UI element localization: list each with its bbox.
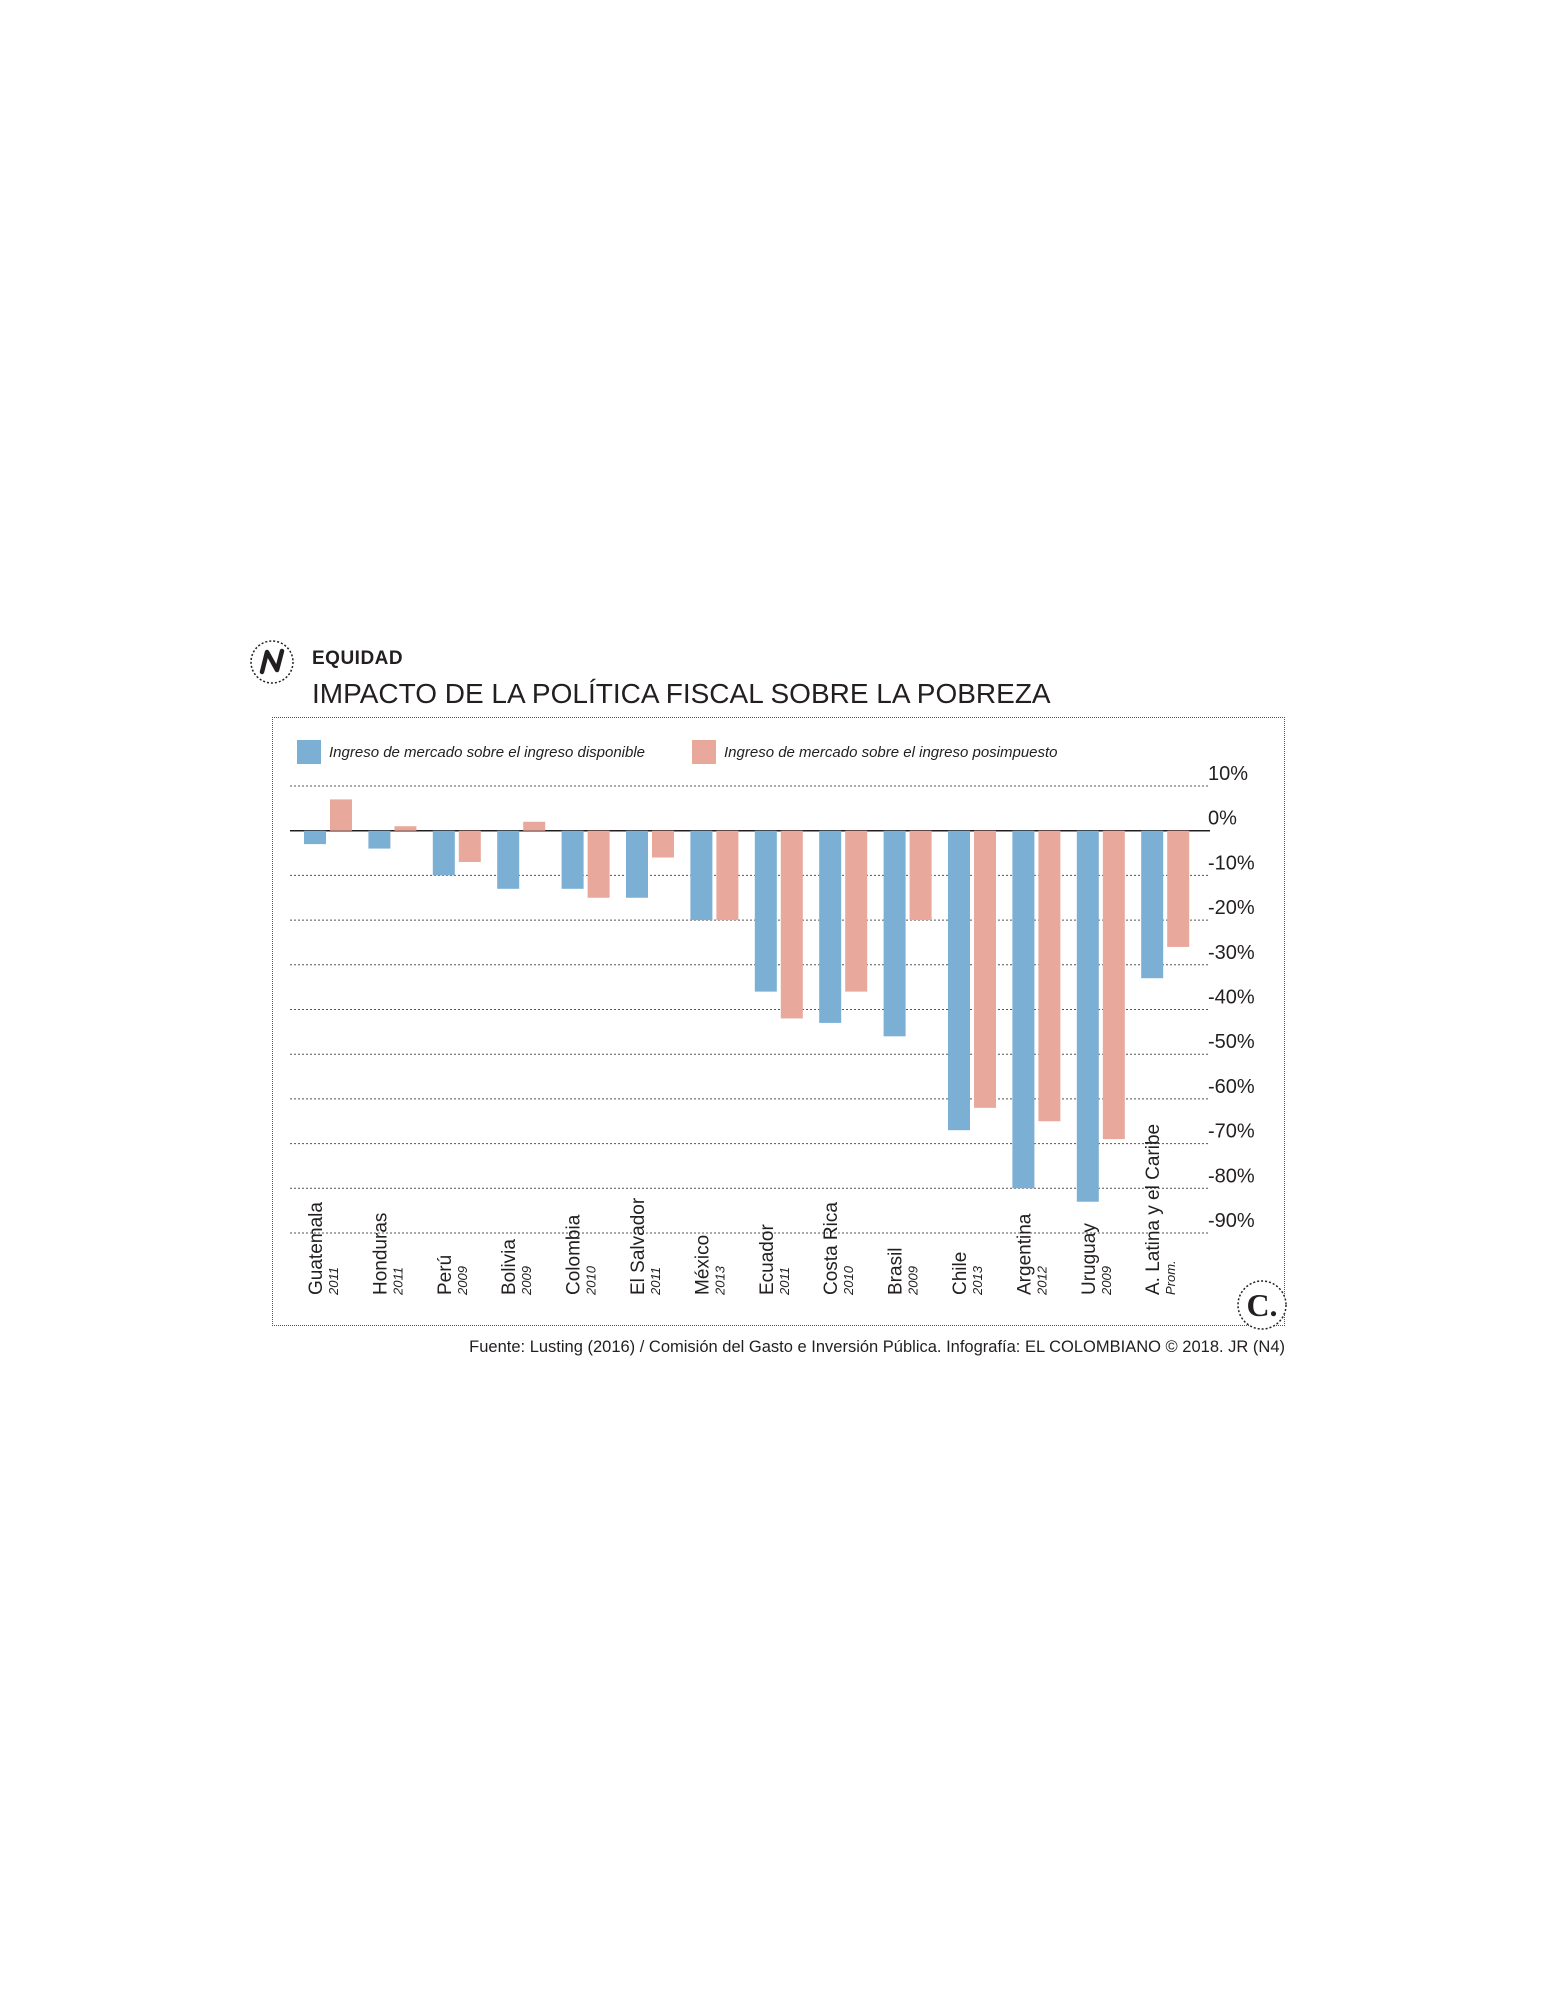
category-year-label: 2011 <box>390 1267 405 1296</box>
category-label: Guatemala <box>306 1202 327 1295</box>
bar <box>394 826 417 831</box>
category-label: Argentina <box>1014 1213 1035 1295</box>
bar <box>948 830 970 1131</box>
bar <box>780 830 803 1019</box>
bar <box>626 830 648 898</box>
bar <box>883 830 906 1037</box>
bar <box>974 830 996 1108</box>
category-year-label: 2011 <box>326 1267 341 1296</box>
bar <box>432 830 455 876</box>
category-year-label: 2011 <box>648 1267 663 1296</box>
bar <box>1141 830 1164 979</box>
chart-frame <box>272 717 1285 1326</box>
bar <box>587 830 610 898</box>
bar <box>1012 830 1035 1189</box>
y-tick-label: -40% <box>1208 987 1255 1009</box>
source-credit: Fuente: Lusting (2016) / Comisión del Ga… <box>469 1338 1285 1356</box>
y-tick-label: -60% <box>1208 1076 1255 1098</box>
bar <box>330 799 352 831</box>
y-tick-label: -30% <box>1208 942 1255 964</box>
category-label: Uruguay <box>1079 1223 1100 1295</box>
bar <box>690 830 713 921</box>
y-tick-label: -20% <box>1208 897 1255 919</box>
category-label: Ecuador <box>757 1224 778 1295</box>
category-year-label: 2013 <box>970 1265 985 1296</box>
svg-text:C.: C. <box>1246 1287 1277 1323</box>
category-label: Colombia <box>564 1214 585 1295</box>
category-year-label: 2010 <box>584 1265 599 1296</box>
legend-swatch <box>297 740 321 764</box>
grid-lines <box>290 785 1210 1234</box>
category-labels: Guatemala 2011 Honduras 2011 Perú 2009 Bolivia… <box>306 1124 1178 1296</box>
bar <box>304 830 326 845</box>
category-year-label: 2010 <box>841 1265 856 1296</box>
category-label: Brasil <box>886 1247 907 1295</box>
legend-swatch <box>692 740 716 764</box>
y-tick-label: 10% <box>1208 763 1248 785</box>
bar <box>1038 830 1061 1122</box>
y-tick-label: -70% <box>1208 1121 1255 1143</box>
y-tick-label: 0% <box>1208 808 1237 830</box>
bar <box>523 821 546 831</box>
bar <box>458 830 481 862</box>
n-logo-icon <box>250 640 294 684</box>
category-year-label: 2013 <box>712 1265 727 1296</box>
bar <box>1167 830 1190 947</box>
y-axis-ticks: 10% 0% -10% -20% -30% -40% -50% -60% -70% -80% -90… <box>1208 763 1255 1232</box>
category-year-label: 2011 <box>777 1267 792 1296</box>
category-label: A. Latina y el Caribe <box>1143 1124 1164 1295</box>
chart-title: IMPACTO DE LA POLÍTICA FISCAL SOBRE LA P… <box>312 678 1051 709</box>
legend-label: Ingreso de mercado sobre el ingreso disp… <box>329 744 645 761</box>
category-year-label: 2009 <box>455 1266 470 1296</box>
bar <box>819 830 842 1023</box>
bar <box>845 830 868 992</box>
category-year-label: 2012 <box>1034 1265 1049 1296</box>
category-label: Costa Rica <box>821 1202 842 1295</box>
category-label: Perú <box>435 1255 456 1295</box>
bar <box>1102 830 1125 1140</box>
bar <box>909 830 932 921</box>
category-year-label: 2009 <box>519 1266 534 1296</box>
category-year-label: 2009 <box>1099 1266 1114 1296</box>
category-year-label: 2009 <box>906 1266 921 1296</box>
category-year-label: Prom. <box>1163 1260 1178 1295</box>
y-tick-label: -10% <box>1208 852 1255 874</box>
bar <box>716 830 739 921</box>
bar <box>1076 830 1099 1202</box>
el-colombiano-c-logo-icon: C. <box>1237 1280 1287 1330</box>
category-label: Chile <box>950 1252 971 1295</box>
category-label: El Salvador <box>628 1197 649 1295</box>
bar <box>497 830 520 889</box>
category-label: Bolivia <box>499 1239 520 1295</box>
category-label: México <box>692 1235 713 1295</box>
bar <box>561 830 584 889</box>
legend-label: Ingreso de mercado sobre el ingreso posi… <box>724 744 1058 761</box>
chart-legend: Ingreso de mercado sobre el ingreso disp… <box>297 740 1058 764</box>
bars <box>304 799 1190 1202</box>
category-label: Honduras <box>370 1213 391 1295</box>
y-tick-label: -80% <box>1208 1165 1255 1187</box>
y-tick-label: -90% <box>1208 1210 1255 1232</box>
y-tick-label: -50% <box>1208 1031 1255 1053</box>
bar <box>652 830 674 858</box>
bar <box>754 830 777 992</box>
section-kicker: EQUIDAD <box>312 648 404 669</box>
bar <box>368 830 391 849</box>
